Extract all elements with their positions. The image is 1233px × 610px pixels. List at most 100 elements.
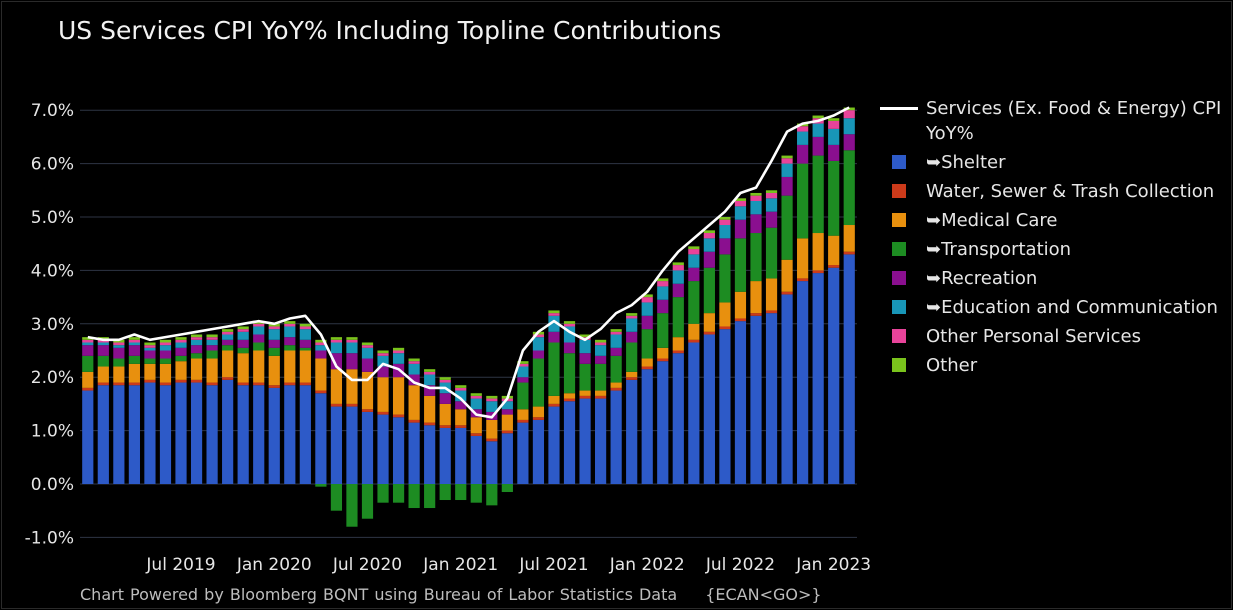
bar-segment — [579, 398, 591, 484]
bar-segment — [408, 419, 420, 423]
legend-item: Services (Ex. Food & Energy) CPI YoY% — [880, 96, 1225, 146]
bar-segment — [610, 331, 622, 335]
bar-segment — [175, 379, 187, 383]
bar-segment — [501, 409, 513, 415]
bar-segment — [470, 398, 482, 410]
bar-segment — [113, 358, 125, 367]
x-tick-label: Jan 2022 — [609, 555, 685, 575]
bar-segment — [595, 398, 607, 484]
bar-segment — [532, 358, 545, 407]
x-axis: Jul 2019 Jan 2020 Jul 2020 Jan 2021 Jul 2021… — [145, 555, 871, 575]
bar-segment — [424, 374, 436, 386]
bar-segment — [688, 267, 700, 282]
bar-segment — [532, 334, 545, 338]
bar-segment — [517, 361, 529, 364]
bar-segment — [190, 334, 203, 338]
legend-item: Other Personal Services — [880, 324, 1225, 349]
bar-segment — [703, 238, 715, 252]
bar-segment — [843, 225, 855, 252]
bar-segment — [190, 353, 203, 359]
bar-segment — [268, 326, 280, 330]
bar-segment — [812, 233, 824, 271]
bar-segment — [672, 265, 684, 271]
legend-label: Other — [926, 355, 978, 376]
topline-series — [87, 106, 850, 419]
bar-segment — [532, 419, 545, 484]
bar-segment — [82, 390, 94, 484]
bar-segment — [501, 433, 513, 484]
legend-label: Water, Sewer & Trash Collection — [926, 181, 1215, 202]
bar-segment — [175, 342, 187, 348]
bar-segment — [688, 281, 700, 324]
bar-segment — [330, 484, 343, 511]
bar-segment — [657, 278, 669, 282]
bar-segment — [641, 302, 653, 316]
bar-segment — [517, 422, 529, 484]
bar-segment — [392, 414, 405, 418]
bar-segment — [144, 342, 156, 346]
bar-segment — [424, 371, 436, 375]
bar-segment — [470, 395, 482, 399]
bar-segment — [595, 395, 607, 399]
bar-segment — [315, 393, 327, 484]
x-tick-label: Jul 2020 — [332, 555, 402, 575]
bar-segment — [222, 377, 234, 380]
bar-segment — [392, 417, 405, 484]
bar-segment — [517, 382, 529, 410]
bar-segment — [253, 326, 265, 335]
y-tick-label: -1.0% — [25, 528, 74, 548]
bar-segment — [439, 484, 451, 501]
bar-segment — [330, 342, 343, 354]
bar-segment — [548, 315, 560, 332]
bar-segment — [253, 334, 265, 343]
bar-segment — [299, 382, 311, 386]
bar-segment — [190, 379, 203, 383]
bar-segment — [222, 334, 234, 340]
bar-segment — [128, 337, 140, 340]
bar-segment — [284, 323, 296, 327]
bar-segment — [828, 267, 840, 484]
bar-segment — [626, 371, 638, 378]
bar-segment — [750, 315, 762, 484]
bar-segment — [688, 249, 700, 255]
bar-segment — [361, 409, 374, 412]
bar-segment — [315, 342, 327, 346]
legend-label: Other Personal Services — [926, 326, 1141, 347]
bar-segment — [734, 291, 747, 319]
x-tick-label: Jul 2019 — [145, 555, 215, 575]
bar-segment — [222, 339, 234, 346]
bar-segment — [113, 382, 125, 386]
bar-segment — [315, 339, 327, 343]
bar-segment — [222, 329, 234, 332]
bar-segment — [843, 251, 855, 255]
bar-segment — [190, 382, 203, 484]
bar-segment — [797, 238, 809, 279]
bar-segment — [144, 358, 156, 364]
legend-swatch — [892, 155, 906, 169]
bar-segment — [688, 342, 700, 484]
bar-segment — [253, 382, 265, 386]
bar-segment — [703, 251, 715, 268]
bar-segment — [672, 297, 684, 338]
bar-segment — [719, 329, 731, 484]
legend-label: ➥Recreation — [926, 268, 1038, 289]
bar-segment — [330, 369, 343, 404]
bar-segment — [82, 345, 94, 356]
bar-segment — [159, 339, 172, 343]
bar-segment — [439, 393, 451, 404]
bar-segment — [268, 355, 280, 386]
bar-segment — [563, 342, 576, 354]
bar-segment — [734, 321, 747, 484]
bar-segment — [750, 195, 762, 201]
bar-segment — [284, 326, 296, 338]
bar-segment — [128, 355, 140, 364]
bar-segment — [610, 387, 622, 391]
bar-segment — [97, 355, 109, 367]
bar-segment — [237, 339, 249, 348]
bar-segment — [144, 363, 156, 380]
bar-segment — [610, 355, 622, 383]
bar-segment — [144, 382, 156, 484]
bar-segment — [408, 363, 420, 375]
bar-segment — [548, 313, 560, 316]
bar-segment — [734, 318, 747, 322]
